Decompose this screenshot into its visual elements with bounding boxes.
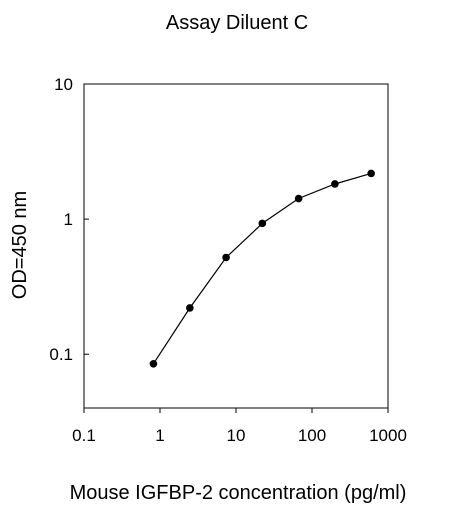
chart-title: Assay Diluent C (166, 12, 308, 34)
x-axis-label: Mouse IGFBP-2 concentration (pg/ml) (70, 482, 407, 504)
data-point (186, 304, 194, 312)
data-points (149, 169, 375, 368)
x-axis-ticks: 0.1 1 10 100 1000 (72, 408, 407, 445)
data-point (331, 180, 339, 188)
plot-frame (83, 83, 389, 409)
y-tick-label: 10 (54, 75, 73, 94)
x-tick-label: 1 (155, 426, 164, 445)
series-line (152, 172, 372, 365)
data-point (222, 253, 230, 262)
data-point (294, 194, 303, 203)
x-tick-label: 0.1 (72, 426, 96, 445)
data-point (367, 169, 375, 178)
data-point (149, 359, 158, 368)
y-tick-label: 0.1 (49, 345, 73, 364)
x-tick-label: 100 (298, 426, 326, 445)
y-axis-ticks: 0.1 1 10 (49, 75, 89, 364)
x-tick-label: 10 (227, 426, 246, 445)
y-tick-label: 1 (64, 210, 73, 229)
data-point (258, 219, 267, 228)
y-axis-label: OD=450 nm (9, 191, 31, 299)
x-tick-label: 1000 (369, 426, 407, 445)
